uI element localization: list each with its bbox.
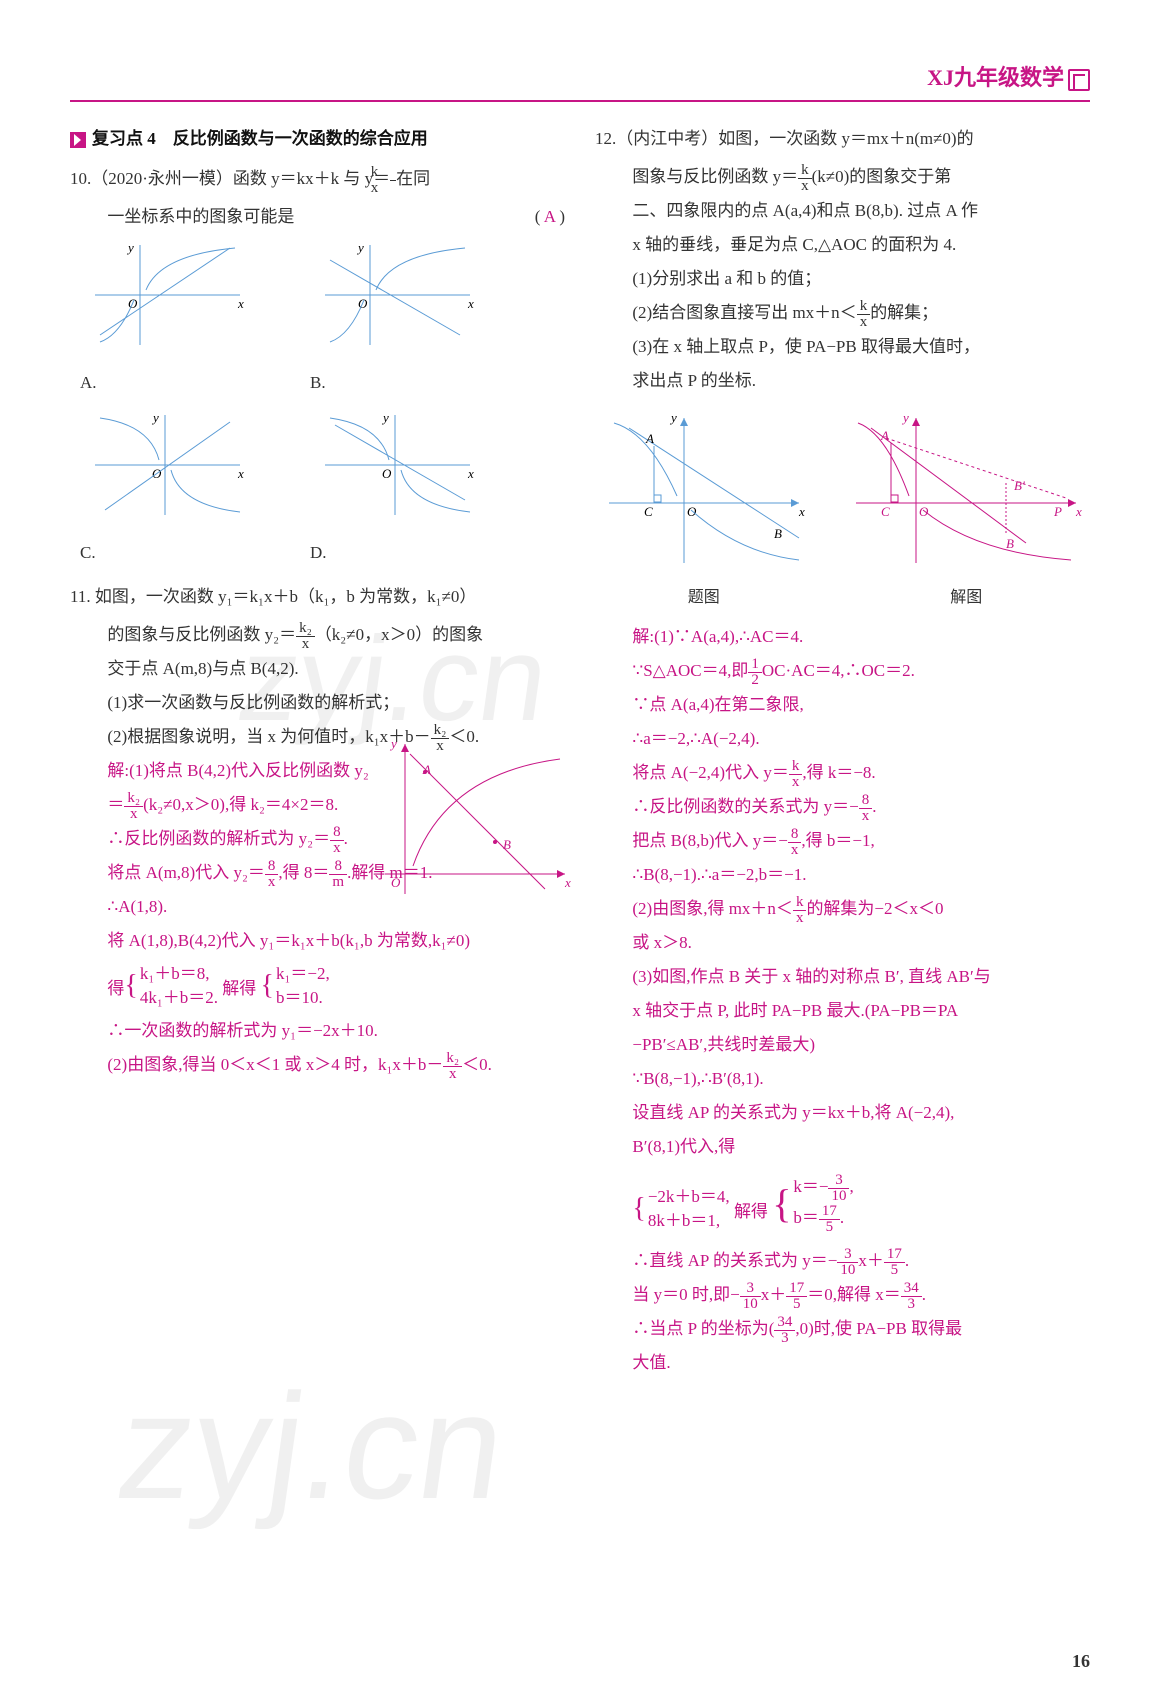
q10-text-b: 在同 <box>396 169 430 188</box>
svg-text:x: x <box>467 296 474 311</box>
question-12: 12.（内江中考）如图，一次函数 y＝mx＋n(m≠0)的 <box>595 122 1090 156</box>
section-title-text: 复习点 4 反比例函数与一次函数的综合应用 <box>92 129 428 148</box>
q12-cap2: 解图 <box>846 582 1086 614</box>
q10-options: x y O A. x y O B. <box>80 240 565 570</box>
q10-label-c: C. <box>80 536 280 570</box>
right-column: 12.（内江中考）如图，一次函数 y＝mx＋n(m≠0)的 图象与反比例函数 y… <box>595 122 1090 1380</box>
q12-cap1: 题图 <box>599 582 809 614</box>
svg-text:C: C <box>644 504 653 519</box>
svg-text:O: O <box>391 875 401 890</box>
q12-figures: xyO A B C 题图 xyO <box>595 408 1090 614</box>
q10-text-a: 10.（2020·永州一模）函数 y＝kx＋k 与 y＝ <box>70 169 390 188</box>
svg-text:A: A <box>645 431 654 446</box>
q11-system: 得{k₁＋b＝8,4k₁＋b＝2. 解得 {k₁＝−2,b＝10. <box>70 958 565 1014</box>
page-number: 16 <box>1072 1651 1090 1672</box>
q11-graph: x y O A B <box>365 734 575 904</box>
q10-label-b: B. <box>310 366 510 400</box>
q10-label-a: A. <box>80 366 280 400</box>
q10-answer-group: ( A ) <box>535 200 565 234</box>
q12-figure-1: xyO A B C 题图 <box>599 408 809 614</box>
question-11: 11. 如图，一次函数 y₁＝k₁x＋b（k₁，b 为常数，k₁≠0） <box>70 580 565 614</box>
section-title: 复习点 4 反比例函数与一次函数的综合应用 <box>70 122 565 156</box>
q10-opt-d: x y O D. <box>310 410 510 570</box>
svg-text:B: B <box>1006 536 1014 551</box>
svg-text:B: B <box>503 837 511 852</box>
q12-figure-2: x y O A B B′ C P 解图 <box>846 408 1086 614</box>
svg-text:B′: B′ <box>1014 478 1025 493</box>
svg-text:x: x <box>467 466 474 481</box>
svg-text:A: A <box>422 762 431 777</box>
svg-text:x: x <box>237 296 244 311</box>
q10-line2: 一坐标系中的图象可能是 <box>107 207 294 226</box>
svg-text:y: y <box>389 736 397 751</box>
svg-text:B: B <box>774 526 782 541</box>
q10-graph-c: xyO <box>80 410 250 520</box>
svg-text:O: O <box>382 466 392 481</box>
q12-system: {−2k＋b＝4,8k＋b＝1, 解得 { k＝−310, b＝175. <box>595 1164 1090 1244</box>
q10-graph-d: x y O <box>310 410 480 520</box>
svg-text:A: A <box>880 428 889 443</box>
question-10: 10.（2020·永州一模）函数 y＝kx＋k 与 y＝kx在同 <box>70 162 565 196</box>
header-title: XJ九年级数学 <box>927 65 1064 90</box>
page-header: XJ九年级数学 <box>70 60 1090 102</box>
q10-opt-c: xyO C. <box>80 410 280 570</box>
svg-text:y: y <box>669 410 677 425</box>
svg-text:C: C <box>881 504 890 519</box>
q10-opt-a: xyO A. <box>80 240 280 400</box>
left-column: 复习点 4 反比例函数与一次函数的综合应用 10.（2020·永州一模）函数 y… <box>70 122 565 1380</box>
svg-text:y: y <box>126 240 134 255</box>
svg-text:x: x <box>237 466 244 481</box>
two-column-layout: 复习点 4 反比例函数与一次函数的综合应用 10.（2020·永州一模）函数 y… <box>70 122 1090 1380</box>
svg-text:y: y <box>356 240 364 255</box>
svg-text:y: y <box>151 410 159 425</box>
q10-opt-b: xyO B. <box>310 240 510 400</box>
svg-text:x: x <box>1075 504 1082 519</box>
svg-text:y: y <box>381 410 389 425</box>
svg-text:y: y <box>901 410 909 425</box>
q10-graph-a: xyO <box>80 240 250 350</box>
q10-answer: A <box>544 207 555 226</box>
section-marker-icon <box>70 132 86 148</box>
q10-label-d: D. <box>310 536 510 570</box>
q10-line2-row: 一坐标系中的图象可能是 ( A ) <box>70 200 565 234</box>
svg-text:P: P <box>1053 504 1062 519</box>
q10-graph-b: xyO <box>310 240 480 350</box>
svg-text:x: x <box>798 504 805 519</box>
svg-text:O: O <box>919 504 929 519</box>
header-logo-icon <box>1068 69 1090 91</box>
svg-text:x: x <box>564 875 571 890</box>
